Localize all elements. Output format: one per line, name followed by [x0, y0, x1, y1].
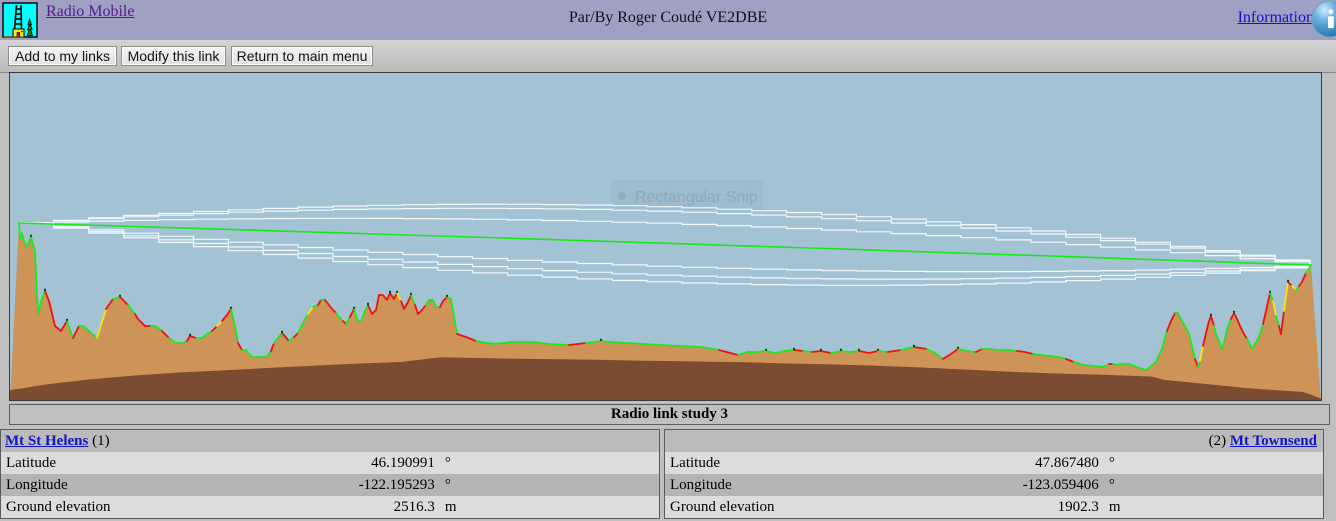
svg-text:Rectangular Snip: Rectangular Snip [635, 189, 758, 206]
